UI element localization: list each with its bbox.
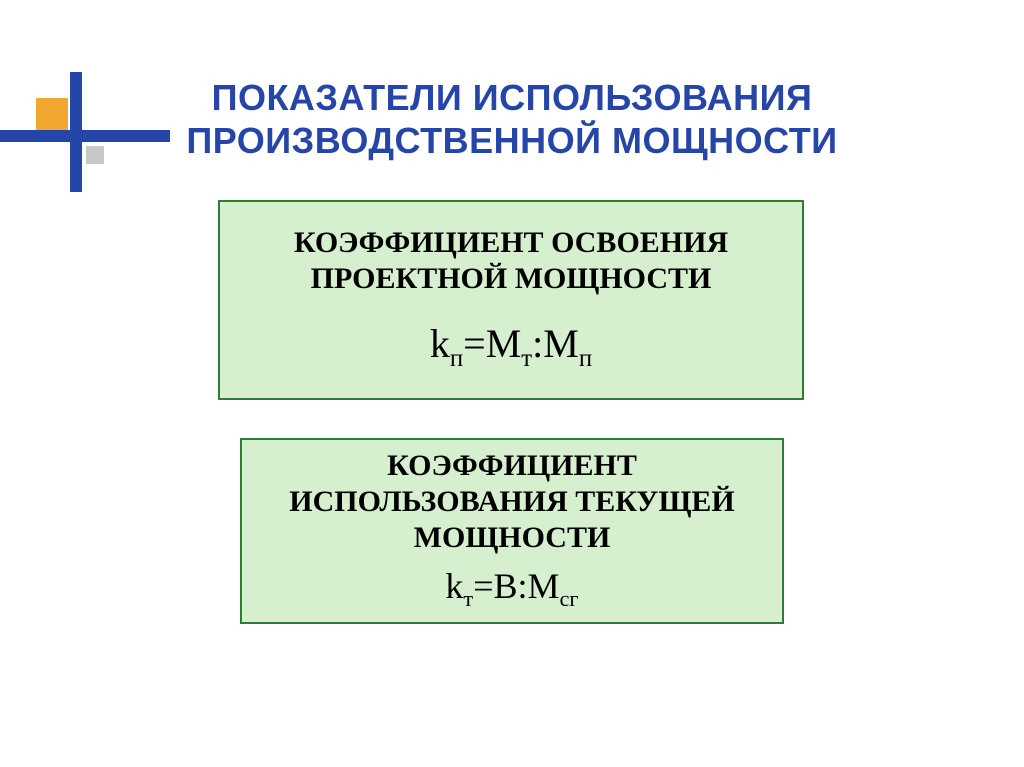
card2-label-line2: ИСПОЛЬЗОВАНИЯ ТЕКУЩЕЙ <box>289 485 735 518</box>
card-coefficient-current: КОЭФФИЦИЕНТ ИСПОЛЬЗОВАНИЯ ТЕКУЩЕЙ МОЩНОС… <box>240 438 784 624</box>
card1-label: КОЭФФИЦИЕНТ ОСВОЕНИЯ ПРОЕКТНОЙ МОЩНОСТИ <box>240 225 782 297</box>
card2-label-line1: КОЭФФИЦИЕНТ <box>387 449 637 482</box>
title-line-1: ПОКАЗАТЕЛИ ИСПОЛЬЗОВАНИЯ <box>212 77 813 118</box>
card1-formula: kп=Mт:Mп <box>240 319 782 375</box>
slide-title: ПОКАЗАТЕЛИ ИСПОЛЬЗОВАНИЯ ПРОИЗВОДСТВЕННО… <box>0 76 1024 162</box>
card2-label-line3: МОЩНОСТИ <box>414 521 611 554</box>
card-coefficient-project: КОЭФФИЦИЕНТ ОСВОЕНИЯ ПРОЕКТНОЙ МОЩНОСТИ … <box>218 200 804 400</box>
card1-label-line1: КОЭФФИЦИЕНТ ОСВОЕНИЯ <box>294 226 728 259</box>
card2-formula: kт=B:Mсг <box>262 564 762 613</box>
card2-label: КОЭФФИЦИЕНТ ИСПОЛЬЗОВАНИЯ ТЕКУЩЕЙ МОЩНОС… <box>262 448 762 556</box>
title-line-2: ПРОИЗВОДСТВЕННОЙ МОЩНОСТИ <box>186 120 837 161</box>
card1-label-line2: ПРОЕКТНОЙ МОЩНОСТИ <box>311 262 712 295</box>
